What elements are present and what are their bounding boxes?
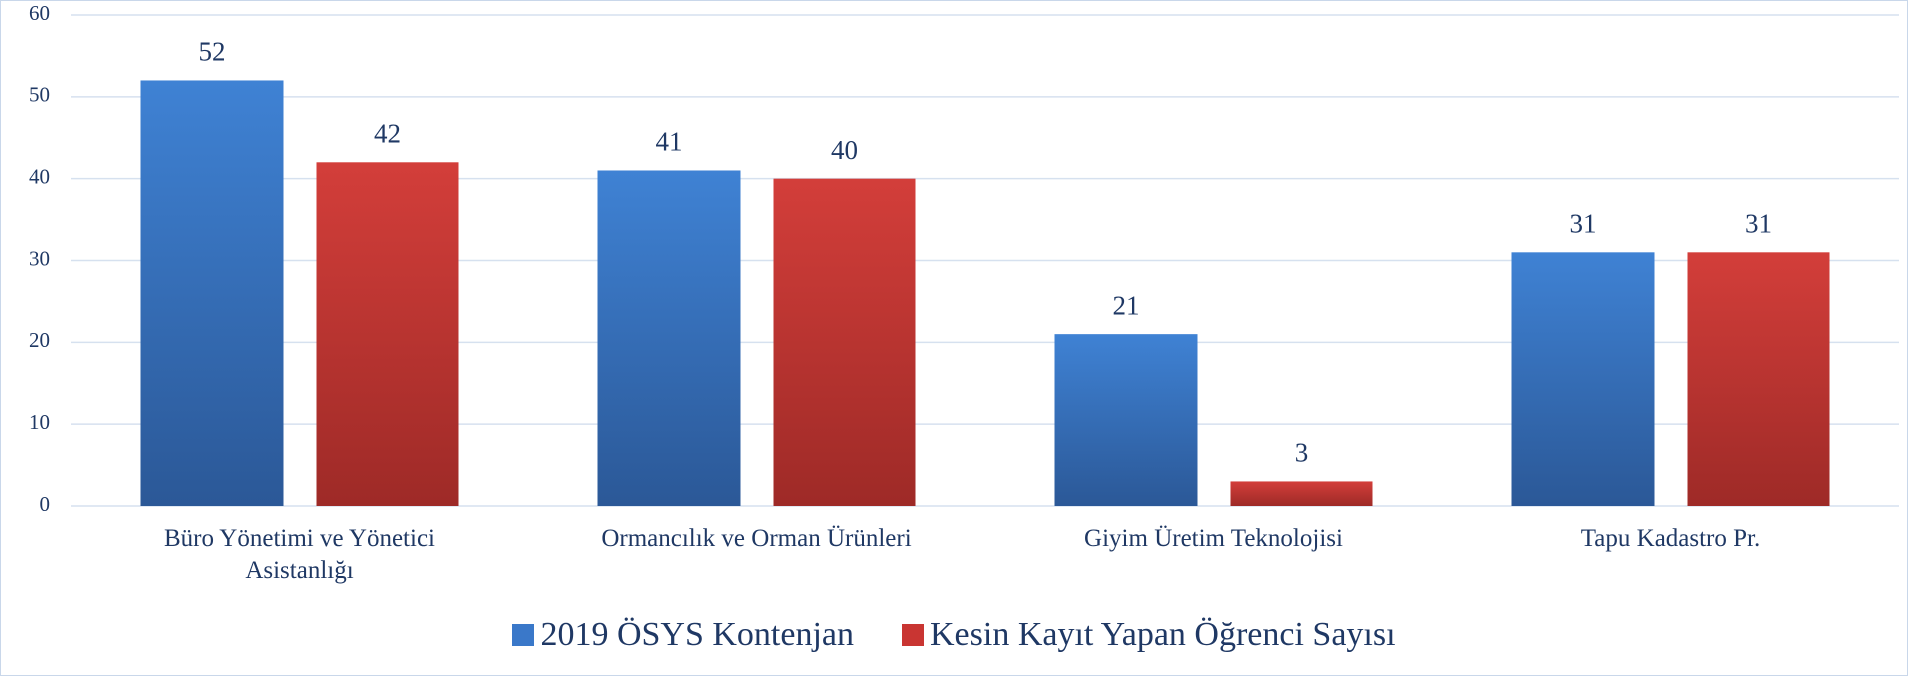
y-tick-label: 40 [29, 164, 50, 188]
data-label: 3 [1295, 438, 1309, 468]
x-tick-label: Ormancılık ve Orman Ürünleri [601, 525, 912, 552]
legend-item: 2019 ÖSYS Kontenjan [512, 616, 854, 654]
legend-swatch [512, 624, 535, 646]
x-tick-label: Giyim Üretim Teknolojisi [1084, 525, 1343, 552]
data-label: 21 [1113, 290, 1140, 320]
y-tick-label: 30 [29, 246, 50, 270]
data-label: 41 [656, 127, 683, 157]
bar [597, 170, 741, 506]
bar [1230, 481, 1373, 506]
data-label: 42 [374, 119, 401, 149]
bar [1687, 252, 1830, 506]
legend-label: Kesin Kayıt Yapan Öğrenci Sayısı [930, 616, 1396, 653]
y-tick-label: 50 [29, 83, 50, 107]
y-tick-label: 10 [29, 410, 50, 434]
y-tick-label: 0 [40, 492, 51, 516]
bar [1511, 252, 1655, 506]
legend: 2019 ÖSYS Kontenjan Kesin Kayıt Yapan Öğr… [0, 616, 1908, 654]
data-label: 31 [1570, 209, 1597, 239]
x-tick-label: Büro Yönetimi ve Yönetici Asistanlığı [163, 525, 435, 584]
bar [1054, 334, 1198, 506]
x-tick-label: Tapu Kadastro Pr. [1580, 525, 1761, 552]
bar [773, 178, 916, 506]
y-tick-label: 20 [29, 328, 50, 352]
bar [316, 162, 459, 507]
bar [140, 80, 284, 506]
data-label: 40 [831, 135, 858, 165]
data-label: 52 [199, 37, 226, 67]
legend-item: Kesin Kayıt Yapan Öğrenci Sayısı [902, 616, 1396, 654]
data-label: 31 [1745, 209, 1772, 239]
y-tick-label: 60 [29, 1, 50, 25]
legend-swatch [902, 624, 924, 646]
legend-label: 2019 ÖSYS Kontenjan [540, 616, 854, 653]
